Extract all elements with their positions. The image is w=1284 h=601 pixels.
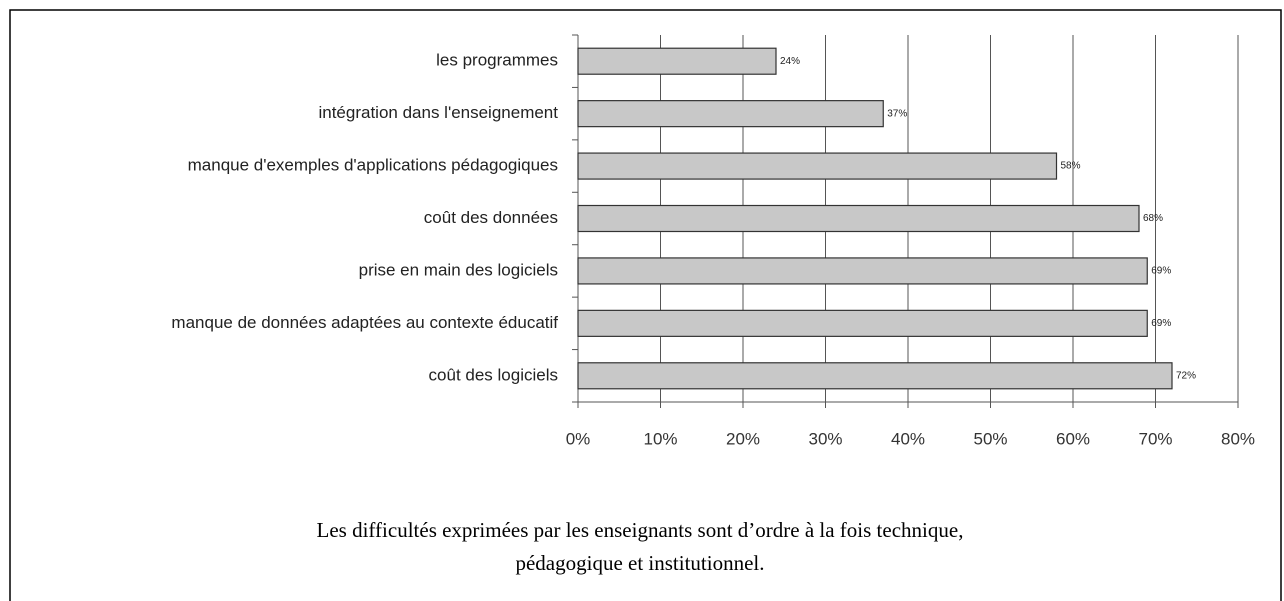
bar <box>577 47 777 75</box>
category-label: coût des données <box>424 208 558 227</box>
x-tick-label: 40% <box>891 429 925 448</box>
caption: pédagogique et institutionnel. <box>515 551 764 575</box>
bar <box>577 152 1058 180</box>
bar <box>577 100 884 128</box>
x-tick-label: 30% <box>808 429 842 448</box>
category-label: les programmes <box>436 51 558 70</box>
category-label: manque d'exemples d'applications pédagog… <box>188 156 558 175</box>
value-label: 69% <box>1151 318 1171 329</box>
value-label: 72% <box>1176 370 1196 381</box>
bar <box>577 257 1148 285</box>
x-tick-label: 70% <box>1138 429 1172 448</box>
x-tick-label: 20% <box>726 429 760 448</box>
bar <box>577 362 1173 390</box>
caption: Les difficultés exprimées par les enseig… <box>317 518 964 542</box>
value-label: 37% <box>887 108 907 119</box>
x-tick-label: 80% <box>1221 429 1255 448</box>
category-label: manque de données adaptées au contexte é… <box>171 313 558 332</box>
x-tick-label: 50% <box>973 429 1007 448</box>
x-tick-label: 60% <box>1056 429 1090 448</box>
x-tick-label: 10% <box>643 429 677 448</box>
x-tick-label: 0% <box>566 429 591 448</box>
value-label: 69% <box>1151 266 1171 277</box>
frame <box>9 9 1282 601</box>
bar <box>577 204 1140 233</box>
category-label: coût des logiciels <box>429 365 558 384</box>
category-label: prise en main des logiciels <box>359 260 558 279</box>
value-label: 58% <box>1061 161 1081 172</box>
category-label: intégration dans l'enseignement <box>318 103 558 122</box>
value-label: 68% <box>1143 213 1163 224</box>
value-label: 24% <box>780 56 800 67</box>
bar <box>577 309 1148 337</box>
